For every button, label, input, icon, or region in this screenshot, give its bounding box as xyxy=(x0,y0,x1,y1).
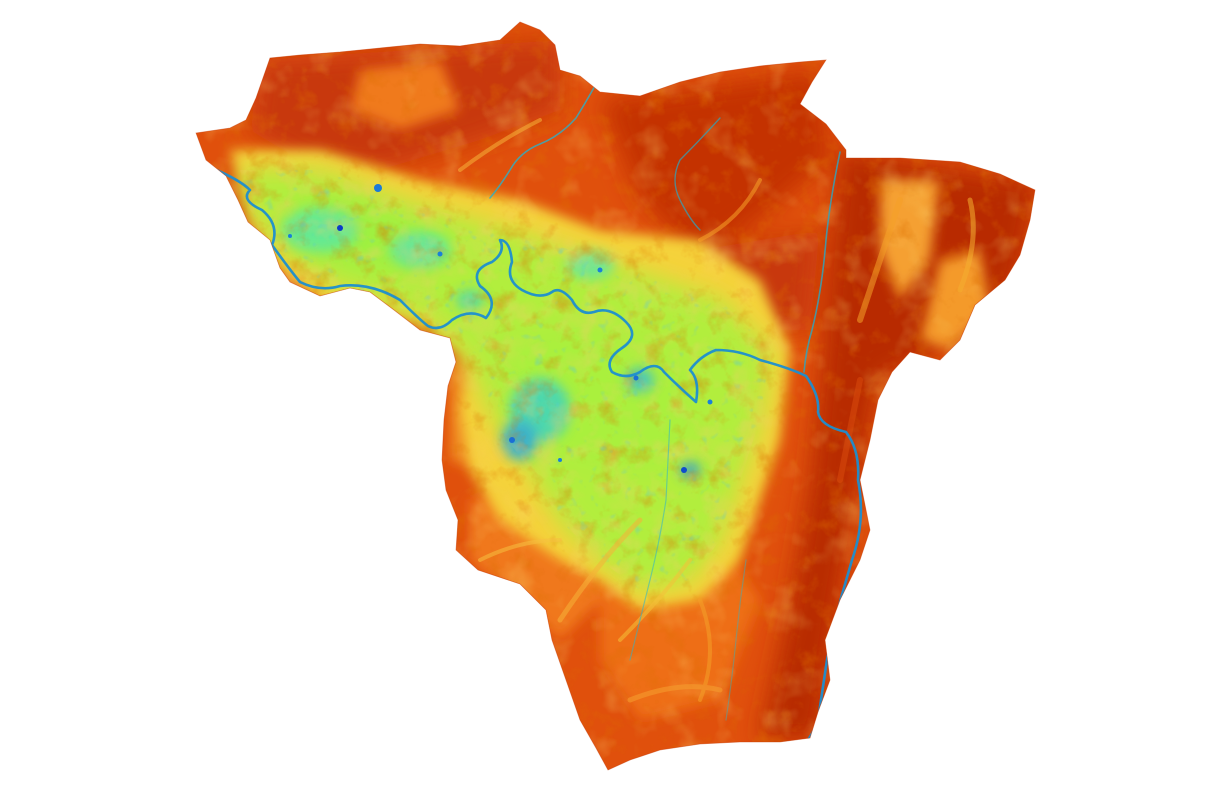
tributary-east xyxy=(803,151,841,373)
water-bodies xyxy=(288,184,713,473)
ridge-streaks xyxy=(458,118,976,703)
main-river xyxy=(210,166,863,744)
tributary-northwest xyxy=(674,117,721,231)
river-network xyxy=(210,83,863,744)
tributary-southeast xyxy=(725,559,747,721)
tributary-south xyxy=(629,419,671,661)
tributary-north xyxy=(489,83,597,199)
